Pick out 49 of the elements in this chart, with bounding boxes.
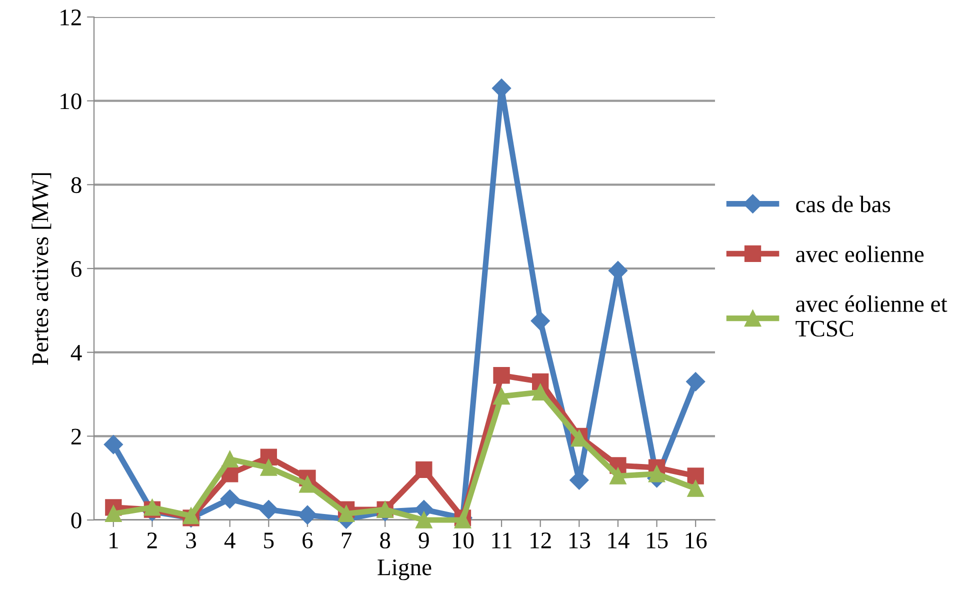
point — [532, 373, 549, 390]
x-tick-label: 7 — [342, 532, 352, 548]
point — [298, 505, 318, 525]
point — [493, 367, 510, 384]
point — [686, 372, 706, 392]
x-tick-label: 1 — [110, 532, 118, 548]
y-tick-label: 2 — [71, 428, 81, 444]
x-axis-title: Ligne — [378, 559, 432, 580]
x-tick-label: 11 — [492, 532, 512, 548]
legend-label: avec eolienne — [796, 246, 924, 262]
y-axis-title: Pertes actives [MW] — [32, 173, 52, 365]
x-tick-label: 14 — [608, 532, 630, 548]
legend-label: avec éolienne et TCSC — [796, 295, 948, 337]
x-tick-label: 5 — [264, 532, 274, 548]
legend-label: cas de bas — [796, 196, 890, 212]
point — [687, 468, 704, 484]
x-tick-label: 9 — [418, 532, 429, 548]
point — [687, 480, 704, 497]
x-tick-label: 2 — [147, 532, 157, 548]
point — [493, 388, 510, 405]
y-tick-label: 4 — [70, 344, 82, 361]
x-tick-label: 15 — [647, 532, 668, 548]
point — [220, 490, 240, 509]
point — [105, 505, 122, 522]
point — [222, 450, 238, 468]
point — [416, 461, 432, 478]
y-tick-label: 8 — [71, 177, 82, 194]
point — [530, 311, 550, 330]
point — [532, 384, 549, 400]
x-tick-label: 16 — [686, 532, 707, 548]
point — [104, 435, 123, 454]
y-tick-label: 10 — [60, 93, 82, 110]
x-tick-label: 12 — [530, 532, 551, 548]
point — [416, 512, 432, 528]
point — [259, 500, 278, 520]
x-tick-label: 6 — [302, 532, 313, 548]
y-tick-label: 6 — [71, 261, 82, 277]
y-tick-label: 12 — [60, 10, 81, 26]
point — [610, 468, 626, 484]
x-tick-label: 4 — [224, 532, 236, 548]
x-tick-label: 3 — [186, 532, 196, 548]
x-tick-label: 8 — [380, 532, 390, 548]
point — [299, 476, 316, 493]
point — [338, 505, 355, 522]
x-tick-label: 13 — [569, 532, 590, 548]
point — [648, 466, 666, 482]
x-tick-label: 10 — [452, 532, 474, 548]
y-tick-label: 0 — [71, 512, 82, 528]
point — [260, 459, 277, 476]
